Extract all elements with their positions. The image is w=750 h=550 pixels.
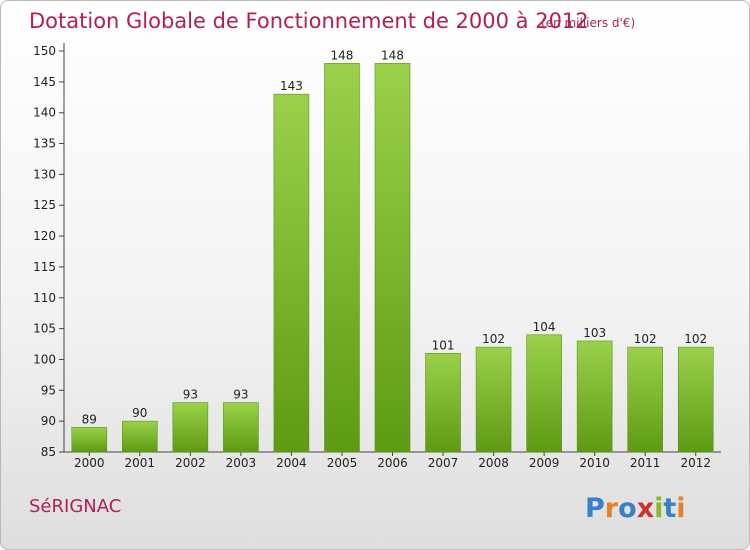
- y-tick-label: 115: [33, 260, 56, 274]
- y-tick-label: 145: [33, 75, 56, 89]
- data-label: 103: [583, 326, 606, 340]
- bar: [172, 402, 209, 453]
- data-label: 93: [233, 388, 248, 402]
- data-label: 102: [634, 332, 657, 346]
- x-tick-label: 2000: [74, 456, 105, 470]
- bar: [223, 402, 259, 453]
- x-tick-label: 2009: [529, 456, 560, 470]
- x-tick-label: 2004: [276, 456, 307, 470]
- svg-text:Proxiti: Proxiti: [585, 493, 686, 524]
- x-tick-label: 2006: [377, 456, 408, 470]
- bar: [627, 346, 663, 453]
- x-tick-label: 2003: [226, 456, 257, 470]
- bar: [677, 346, 714, 453]
- x-tick-label: 2008: [478, 456, 509, 470]
- x-tick-label: 2011: [630, 456, 661, 470]
- bar: [425, 352, 461, 453]
- commune-name: SéRIGNAC: [29, 496, 122, 517]
- chart-labels: 2000 89 2001 90 2002 93 2003 93 2004 143 2005 148 20…: [74, 48, 711, 470]
- bar: [71, 427, 108, 453]
- y-tick-label: 125: [33, 198, 56, 212]
- y-tick-label: 90: [41, 414, 56, 428]
- chart-axes: 85 90 95 100 105 110 115 120 125 130 135 140 145 150: [33, 43, 721, 459]
- data-label: 93: [183, 388, 198, 402]
- data-label: 148: [381, 48, 404, 62]
- y-tick-label: 85: [41, 445, 56, 459]
- proxiti-logo: Proxiti: [585, 493, 686, 524]
- bar: [324, 63, 360, 453]
- bar: [475, 346, 512, 453]
- data-label: 104: [533, 320, 556, 334]
- y-tick-label: 100: [33, 352, 56, 366]
- x-tick-label: 2007: [428, 456, 459, 470]
- bar: [526, 334, 562, 453]
- y-tick-label: 140: [33, 106, 56, 120]
- data-label: 89: [82, 412, 97, 426]
- y-tick-label: 105: [33, 322, 56, 336]
- data-label: 143: [280, 79, 303, 93]
- chart-bars: [71, 63, 714, 453]
- y-tick-label: 120: [33, 229, 56, 243]
- y-tick-label: 110: [33, 291, 56, 305]
- y-tick-label: 130: [33, 167, 56, 181]
- data-label: 148: [331, 48, 354, 62]
- bar: [273, 93, 310, 453]
- x-tick-label: 2005: [327, 456, 358, 470]
- x-tick-label: 2001: [125, 456, 156, 470]
- data-label: 90: [132, 406, 147, 420]
- y-tick-label: 135: [33, 137, 56, 151]
- data-label: 101: [432, 338, 455, 352]
- x-tick-label: 2010: [579, 456, 610, 470]
- bar: [122, 420, 158, 453]
- x-tick-label: 2012: [680, 456, 711, 470]
- y-tick-label: 150: [33, 44, 56, 58]
- bar: [576, 340, 613, 453]
- y-tick-label: 95: [41, 383, 56, 397]
- x-tick-label: 2002: [175, 456, 206, 470]
- chart-title: Dotation Globale de Fonctionnement de 20…: [29, 9, 589, 33]
- chart-subtitle: (en milliers d'€): [541, 16, 636, 30]
- bar: [374, 63, 411, 453]
- data-label: 102: [482, 332, 505, 346]
- data-label: 102: [684, 332, 707, 346]
